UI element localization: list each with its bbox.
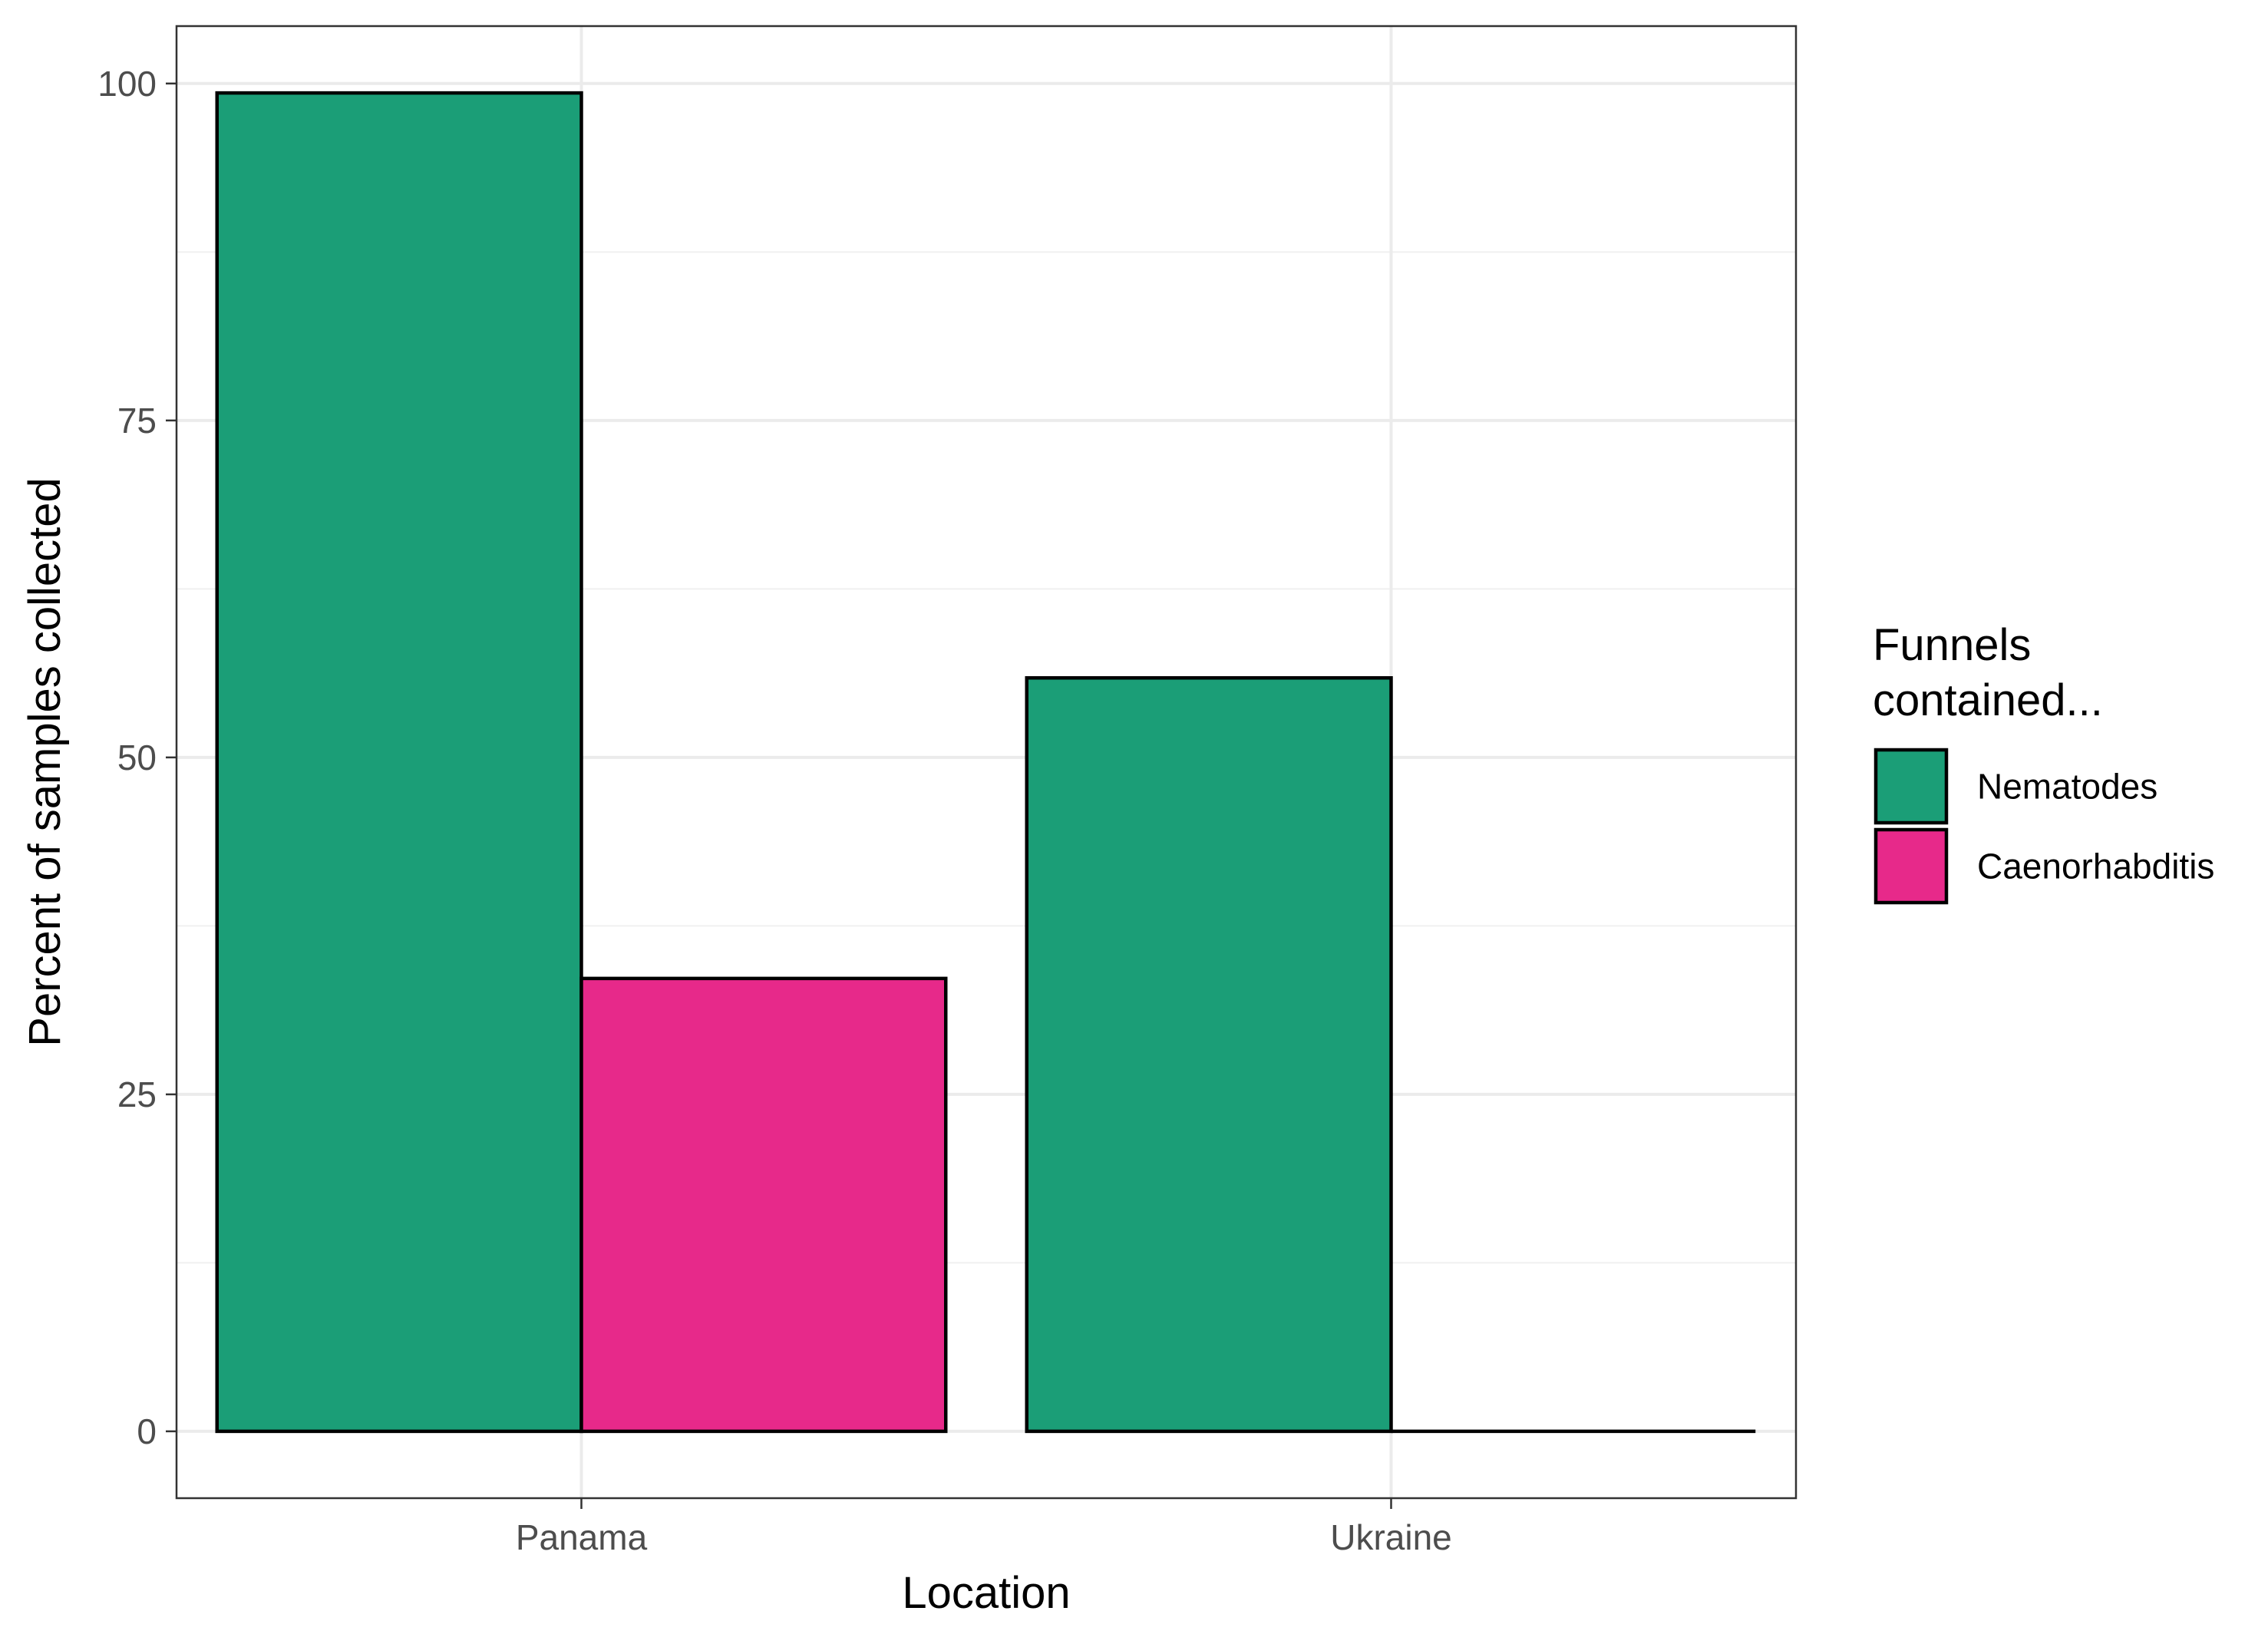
- plot-panel-border: [175, 25, 1798, 1500]
- y-axis-title: Percent of samples collected: [20, 477, 70, 1046]
- bar-caenorhabditis-panama: [579, 976, 948, 1434]
- bar-nematodes-ukraine: [1025, 675, 1393, 1434]
- y-tick-label: 75: [117, 401, 157, 441]
- y-tick-label: 50: [117, 738, 157, 777]
- y-tick-label: 100: [97, 64, 157, 104]
- bars: [215, 91, 1756, 1434]
- legend-title: Funnels contained...: [1873, 620, 2103, 725]
- y-tick-label: 0: [137, 1411, 157, 1451]
- y-tick-labels: 0 25 50 75 100: [97, 64, 157, 1451]
- x-tick-label: Panama: [516, 1517, 648, 1557]
- x-axis-title: Location: [902, 1568, 1070, 1618]
- legend-label-caenorhabditis: Caenorhabditis: [1977, 847, 2214, 886]
- legend-title-line-2: contained...: [1873, 675, 2103, 725]
- legend-key-caenorhabditis: [1873, 827, 1949, 905]
- legend-label-nematodes: Nematodes: [1977, 767, 2157, 807]
- axis-ticks: [166, 82, 1392, 1509]
- x-tick-label: Ukraine: [1330, 1517, 1452, 1557]
- x-tick-labels: Panama Ukraine: [516, 1517, 1452, 1557]
- legend-title-line-1: Funnels: [1873, 620, 2031, 670]
- y-tick-label: 25: [117, 1075, 157, 1114]
- legend-items: Nematodes Caenorhabditis: [1873, 748, 2214, 905]
- legend-key-nematodes: [1873, 748, 1949, 825]
- legend: Funnels contained... Nematodes Caenorhabd…: [1873, 620, 2214, 905]
- bar-nematodes-panama: [215, 91, 583, 1434]
